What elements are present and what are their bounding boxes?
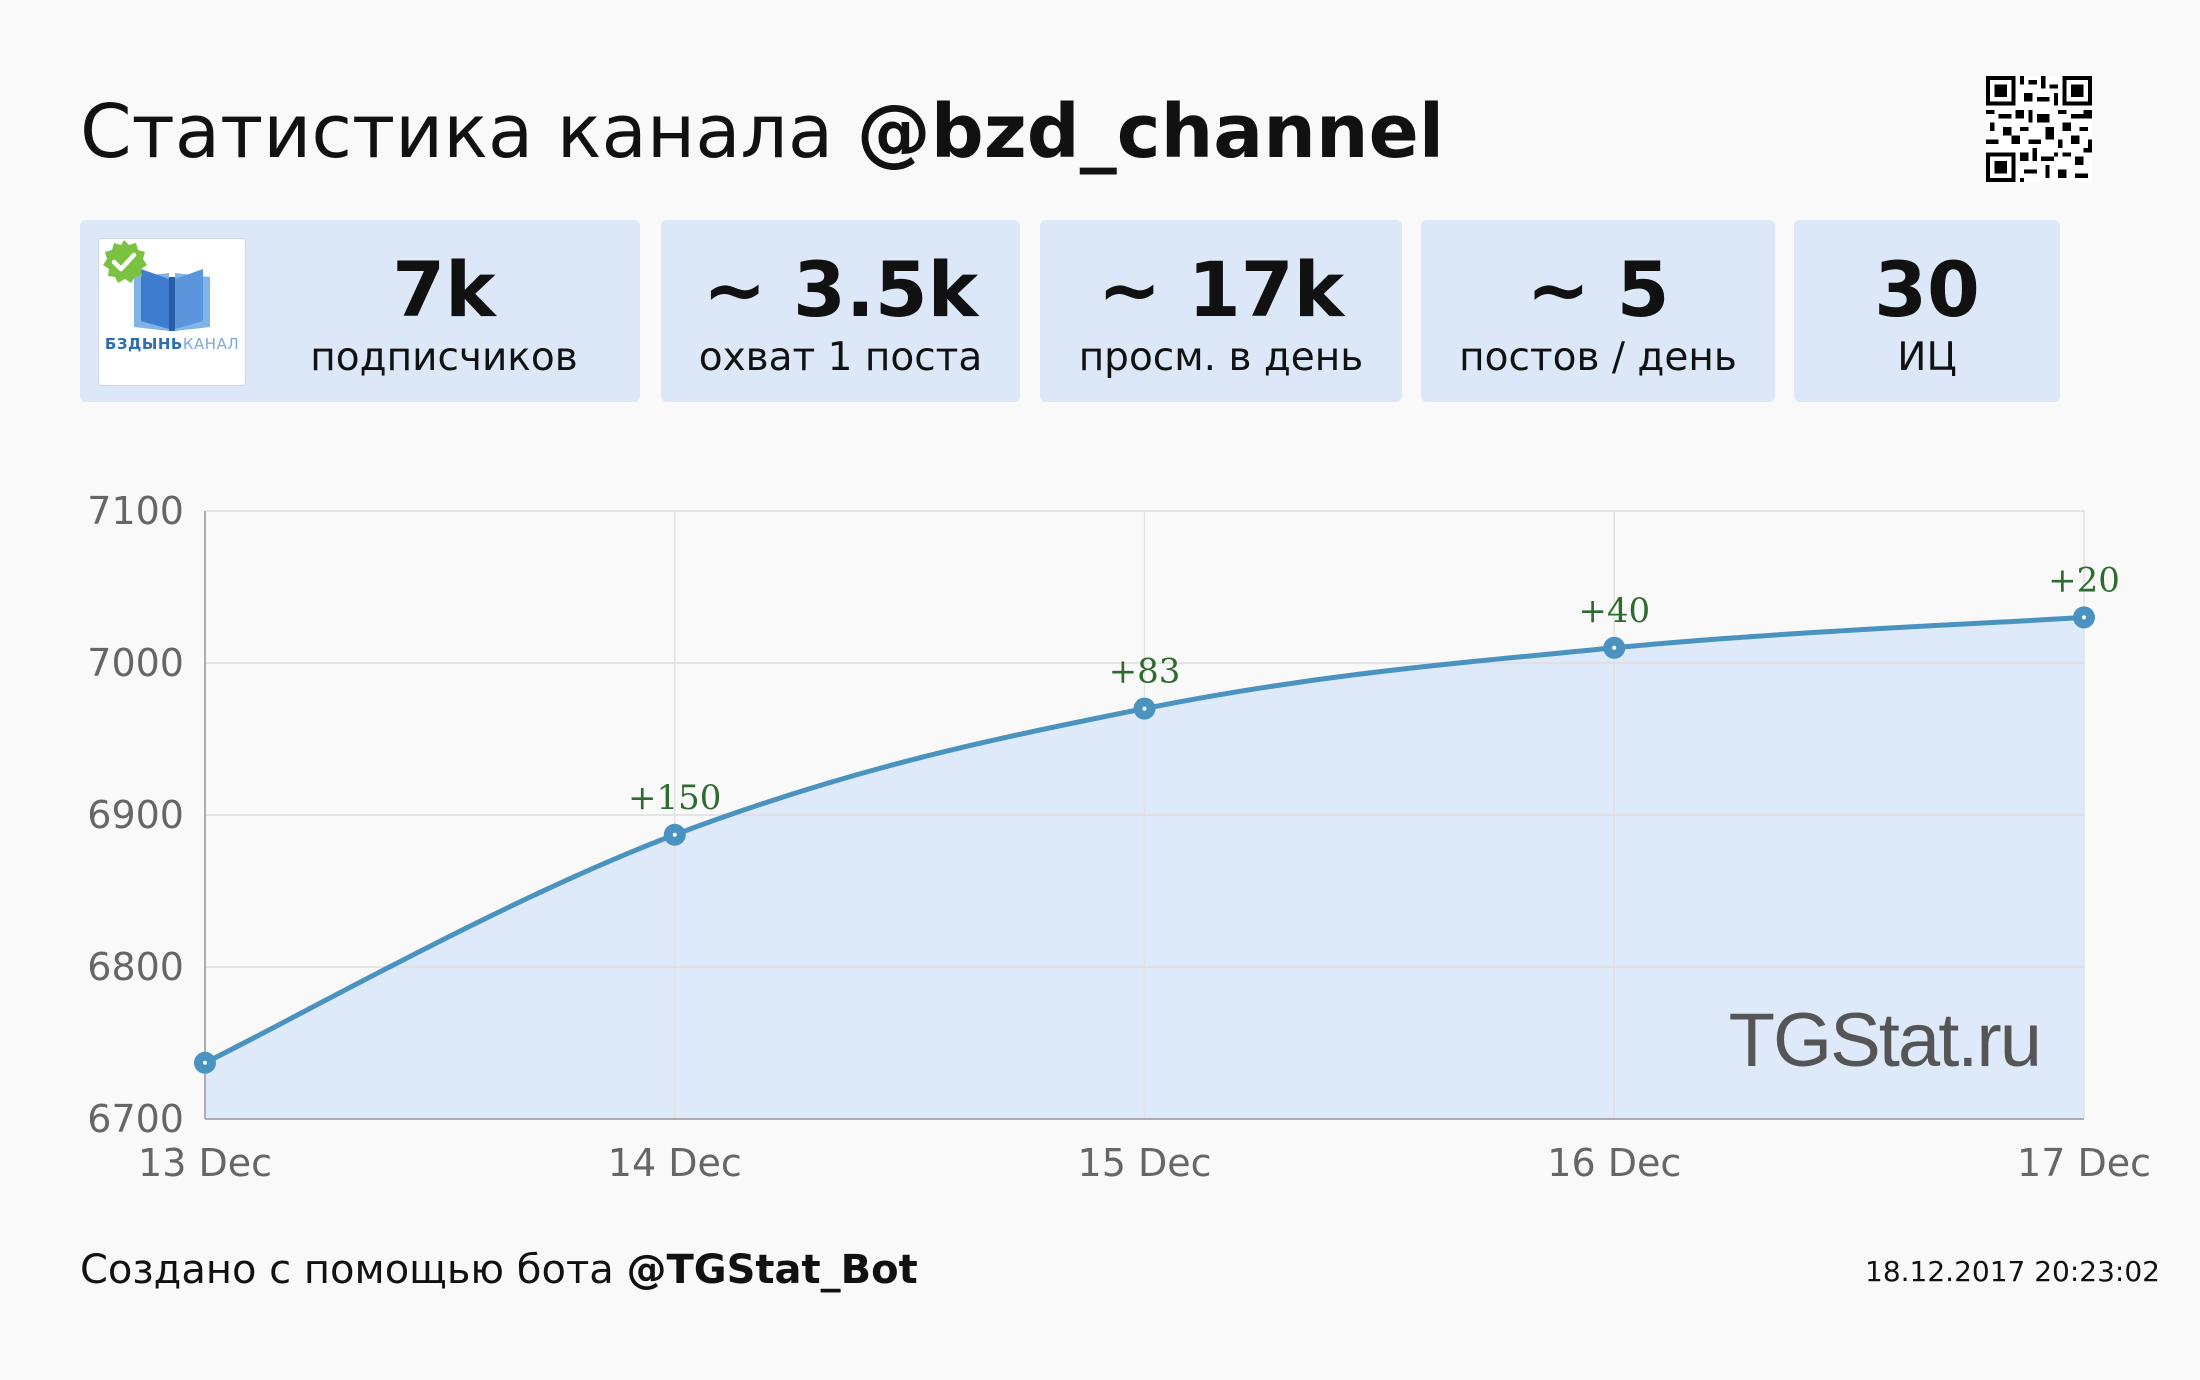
book-icon <box>134 269 210 331</box>
data-point-center <box>1612 645 1617 650</box>
data-point-center <box>1142 706 1147 711</box>
stat-card-posts: ~ 5 постов / день <box>1421 220 1775 402</box>
avatar: БЗДЫНЬКАНАЛ <box>98 238 246 386</box>
footer-credit: Создано с помощью бота @TGStat_Bot <box>80 1242 918 1298</box>
stat-label: постов / день <box>1459 335 1737 380</box>
stat-label: просм. в день <box>1078 335 1364 380</box>
verified-badge-icon <box>103 240 147 283</box>
stat-card-citation-index: 30 ИЦ <box>1794 220 2060 402</box>
y-tick-label: 7100 <box>87 489 184 533</box>
qr-code-icon <box>1986 76 2092 182</box>
data-point-center <box>2082 615 2086 620</box>
x-tick-label: 17 Dec <box>2017 1141 2151 1185</box>
stat-label: подписчиков <box>310 335 578 380</box>
stat-label: охват 1 поста <box>698 335 983 380</box>
x-tick-label: 13 Dec <box>138 1141 272 1185</box>
stat-card-views: ~ 17k просм. в день <box>1040 220 1402 402</box>
y-tick-label: 7000 <box>87 641 184 685</box>
footer-timestamp: 18.12.2017 20:23:02 <box>1865 1255 2160 1288</box>
stat-value: ~ 17k <box>1097 245 1345 334</box>
data-point-center <box>672 832 677 837</box>
page-title: Статистика канала @bzd_channel <box>80 82 1444 182</box>
stat-value: ~ 3.5k <box>702 245 979 334</box>
stat-value: 7k <box>392 245 496 334</box>
stat-card-reach: ~ 3.5k охват 1 поста <box>661 220 1020 402</box>
x-tick-label: 14 Dec <box>608 1141 742 1185</box>
x-tick-label: 16 Dec <box>1547 1141 1681 1185</box>
y-tick-label: 6700 <box>87 1097 184 1141</box>
y-tick-label: 6900 <box>87 793 184 837</box>
data-label: +20 <box>2048 560 2120 600</box>
stat-value: 30 <box>1874 245 1980 334</box>
data-label: +83 <box>1109 652 1181 692</box>
footer-credit-text: Создано с помощью бота <box>80 1247 627 1293</box>
channel-handle: @bzd_channel <box>856 89 1445 175</box>
watermark-tgstat: TGStat.ru <box>1729 998 2040 1083</box>
y-tick-label: 6800 <box>87 945 184 989</box>
stat-value: ~ 5 <box>1526 245 1670 334</box>
bot-handle: @TGStat_Bot <box>626 1247 918 1293</box>
x-tick-label: 15 Dec <box>1078 1141 1212 1185</box>
data-label: +40 <box>1578 591 1650 631</box>
avatar-caption: БЗДЫНЬКАНАЛ <box>104 335 240 353</box>
data-point-center <box>203 1060 207 1065</box>
stat-label: ИЦ <box>1897 335 1957 380</box>
stat-card-subscribers: БЗДЫНЬКАНАЛ 7k подписчиков <box>80 220 640 402</box>
title-prefix: Статистика канала <box>80 89 857 175</box>
data-label: +150 <box>628 778 721 818</box>
